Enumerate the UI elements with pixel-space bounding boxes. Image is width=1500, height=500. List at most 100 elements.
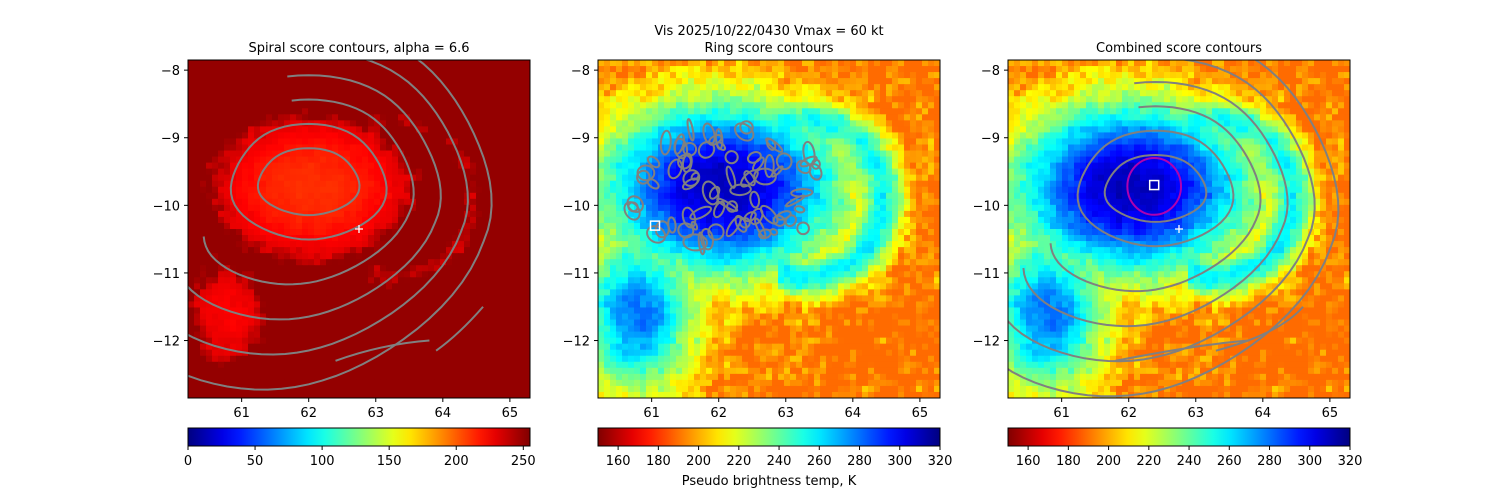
contour-line	[769, 228, 779, 236]
contour-line	[753, 167, 777, 186]
contour-line	[659, 129, 672, 156]
contour-line	[775, 152, 793, 171]
contour-line	[202, 98, 415, 286]
contour-line	[188, 74, 442, 321]
colorbar-tick-label: 220	[1136, 454, 1161, 469]
colorbar-bar	[597, 427, 941, 447]
colorbar: 0 50 100 150 200 250	[184, 427, 536, 469]
y-tick-label: −8	[161, 64, 180, 79]
contour-line	[636, 164, 656, 182]
x-tick-label: 65	[1322, 406, 1339, 421]
colorbar-tick-label: 160	[1016, 454, 1041, 469]
contour-line	[256, 147, 361, 217]
axes-frame	[597, 59, 941, 399]
colorbar-bar	[187, 427, 531, 447]
contour-line	[1022, 80, 1289, 328]
colorbar-tick-label: 250	[511, 454, 536, 469]
contour-line	[776, 210, 792, 221]
axes-frame	[187, 59, 531, 399]
contour-line	[749, 190, 761, 209]
y-tick-label: −12	[563, 335, 590, 350]
contour-line	[707, 223, 725, 241]
y-tick-label: −9	[571, 132, 590, 147]
contour-line	[734, 122, 755, 142]
x-tick-label: 63	[1187, 406, 1204, 421]
contour-line	[1115, 339, 1250, 362]
contour-line	[770, 165, 784, 178]
contour-line	[749, 207, 764, 226]
x-tick-label: 61	[1053, 406, 1070, 421]
x-tick-label: 62	[300, 406, 317, 421]
axes-frame	[1007, 59, 1351, 399]
contour-line	[686, 118, 695, 142]
contour-line	[697, 231, 706, 256]
contour-line	[743, 211, 757, 223]
panel-3: 61 62 63 64 65 −8 −9 −10 −11 −12 Combined score co…	[973, 41, 1363, 469]
contour-line	[764, 154, 775, 178]
ring-fit-circle	[1126, 157, 1183, 216]
y-tick-label: −10	[973, 199, 1000, 214]
contour-line	[793, 205, 806, 214]
x-tick-label: 62	[1120, 406, 1137, 421]
colorbar-tick-label: 280	[847, 454, 872, 469]
contour-line	[667, 158, 683, 180]
score-contours	[188, 60, 493, 391]
colorbar-tick-label: 240	[1177, 454, 1202, 469]
colorbar-tick-label: 180	[1056, 454, 1081, 469]
x-tick-label: 65	[912, 406, 929, 421]
contour-line	[796, 221, 810, 236]
y-tick-label: −8	[981, 64, 1000, 79]
panel-title: Combined score contours	[1096, 41, 1262, 56]
contour-line	[188, 60, 469, 356]
y-tick-label: −11	[973, 267, 1000, 282]
contour-line	[725, 165, 737, 189]
colorbar-tick-label: 320	[1338, 454, 1363, 469]
panel-title: Spiral score contours, alpha = 6.6	[248, 41, 469, 56]
colorbar-tick-label: 200	[444, 454, 469, 469]
contour-line	[754, 217, 767, 239]
contour-line	[700, 227, 714, 251]
y-tick-label: −11	[563, 267, 590, 282]
contour-line	[667, 216, 677, 234]
contour-line	[701, 180, 720, 206]
contour-line	[799, 155, 818, 168]
contour-line	[1103, 153, 1208, 223]
contour-line	[784, 194, 806, 208]
x-tick-label: 63	[367, 406, 384, 421]
center-square-marker	[649, 220, 661, 231]
contour-line	[746, 151, 762, 164]
y-tick-label: −10	[153, 199, 180, 214]
contour-line	[646, 155, 661, 169]
colorbar-label: Pseudo brightness temp, K	[682, 474, 857, 489]
colorbar-tick-label: 150	[377, 454, 402, 469]
score-contours	[1008, 60, 1340, 398]
y-tick-label: −9	[981, 132, 1000, 147]
contour-line	[772, 214, 786, 227]
panel-1: 61 62 63 64 65 −8 −9 −10 −11 −12 Spiral score cont…	[153, 41, 536, 469]
contour-line	[682, 141, 698, 157]
contour-line	[682, 233, 708, 252]
colorbar-tick-label: 320	[928, 454, 953, 469]
contour-line	[1215, 306, 1304, 352]
x-tick-label: 61	[233, 406, 250, 421]
x-tick-label: 61	[643, 406, 660, 421]
contour-line	[725, 215, 742, 238]
colorbar-tick-label: 0	[184, 454, 192, 469]
colorbar-tick-label: 260	[807, 454, 832, 469]
contour-line	[712, 200, 726, 219]
colorbar-tick-label: 180	[646, 454, 671, 469]
center-plus-marker	[355, 225, 363, 233]
contour-line	[682, 169, 701, 187]
contour-line	[765, 137, 784, 153]
y-tick-label: −8	[571, 64, 590, 79]
contour-line	[229, 122, 388, 241]
colorbar-tick-label: 160	[606, 454, 631, 469]
contour-line	[188, 60, 493, 391]
contour-line	[726, 200, 739, 213]
colorbar-tick-label: 300	[887, 454, 912, 469]
contour-line	[1008, 60, 1316, 363]
colorbar-tick-label: 260	[1217, 454, 1242, 469]
contour-line	[689, 205, 713, 221]
contour-line	[626, 195, 644, 213]
